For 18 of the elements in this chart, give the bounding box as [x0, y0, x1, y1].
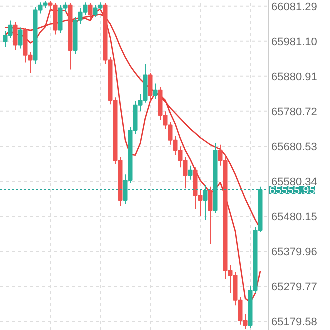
y-tick-label: 65179.58 — [272, 316, 318, 329]
y-tick-label: 65279.77 — [272, 282, 318, 294]
candlestick — [18, 27, 23, 50]
y-tick-label: 65480.15 — [272, 211, 318, 224]
candlestick — [13, 22, 18, 51]
candlestick — [88, 2, 93, 20]
y-tick-label: 65379.96 — [272, 246, 318, 259]
candlestick — [188, 165, 193, 180]
y-tick-label: 65780.72 — [272, 106, 318, 118]
y-tick-label: 65880.91 — [272, 71, 318, 84]
candlestick — [208, 186, 213, 246]
y-tick-label: 65981.10 — [272, 36, 318, 48]
candlestick — [153, 83, 158, 100]
ref-line-label: 65555.95 — [270, 184, 316, 197]
y-tick-label: 66081.29 — [272, 1, 318, 14]
y-tick-label: 65680.53 — [272, 141, 318, 154]
candlestick — [148, 72, 153, 102]
candlestick — [203, 184, 208, 221]
